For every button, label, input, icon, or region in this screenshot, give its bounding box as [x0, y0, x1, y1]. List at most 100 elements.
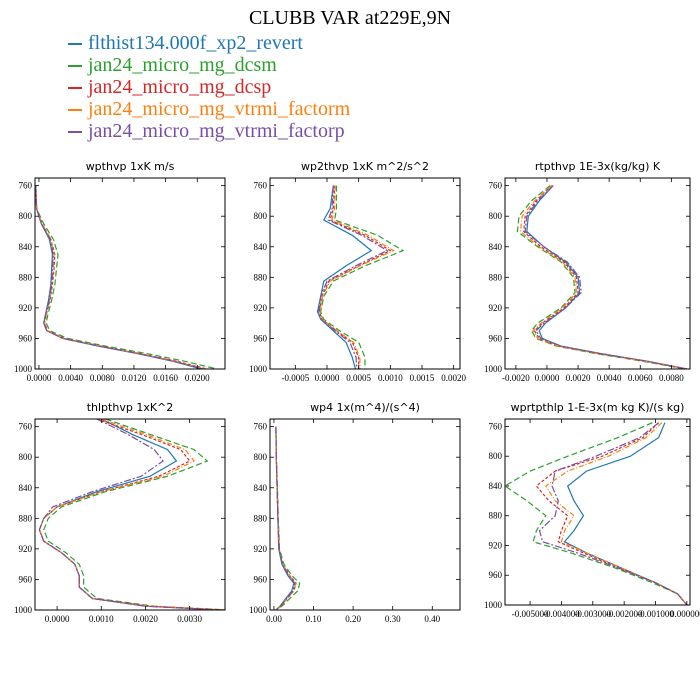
x-tick-label: 0.0030: [177, 614, 202, 624]
plot-frame: [269, 177, 461, 370]
x-tick-label: -0.0020: [502, 373, 530, 383]
series-line: [519, 185, 688, 369]
y-tick-label: 840: [254, 242, 268, 252]
series-line: [35, 185, 206, 369]
y-tick-label: 760: [489, 421, 503, 431]
y-tick-label: 1000: [14, 364, 33, 374]
x-tick-label: 0.0000: [535, 373, 560, 383]
plot-frame: [269, 418, 461, 611]
legend-entry: flthist134.000f_xp2_revert: [66, 32, 350, 54]
panel-title: wpthvp 1xK m/s: [86, 160, 175, 173]
series-line: [275, 426, 296, 610]
x-tick-label: 0.0020: [441, 373, 466, 383]
series-line: [538, 422, 688, 605]
y-tick-label: 960: [19, 574, 33, 584]
plot-frame: [34, 177, 226, 370]
x-tick-label: 0.0000: [315, 373, 340, 383]
legend-swatch: [68, 109, 82, 112]
y-tick-label: 880: [19, 272, 33, 282]
y-tick-label: 920: [489, 540, 503, 550]
legend-swatch: [68, 131, 82, 134]
x-tick-label: 0.0120: [122, 373, 147, 383]
series-line: [38, 419, 221, 610]
legend-swatch: [68, 43, 82, 46]
y-tick-label: 1000: [249, 605, 268, 615]
panel-title: wprtpthlp 1-E-3x(m kg K)/(s kg): [511, 401, 685, 414]
x-tick-label: 0.0000: [27, 373, 52, 383]
series-line: [38, 419, 225, 610]
series-line: [524, 185, 688, 369]
legend-swatch: [68, 87, 82, 90]
y-tick-label: 840: [19, 483, 33, 493]
y-tick-label: 1000: [249, 364, 268, 374]
x-tick-label: 0.0080: [90, 373, 115, 383]
series-line: [35, 185, 207, 369]
y-tick-label: 920: [489, 303, 503, 313]
chart-panel: wprtpthlp 1-E-3x(m kg K)/(s kg) 760 800 840…: [484, 401, 700, 619]
series-line: [38, 419, 221, 610]
series-line: [316, 185, 373, 369]
series-line: [523, 185, 688, 369]
y-tick-label: 960: [254, 333, 268, 343]
y-tick-label: 800: [19, 452, 33, 462]
x-tick-label: 0.10: [306, 614, 322, 624]
x-tick-label: 0.20: [345, 614, 361, 624]
series-line: [35, 185, 202, 369]
y-tick-label: 760: [19, 422, 33, 432]
series-line: [526, 185, 688, 369]
y-tick-label: 840: [254, 483, 268, 493]
legend-label: flthist134.000f_xp2_revert: [88, 32, 303, 54]
y-tick-label: 920: [254, 544, 268, 554]
legend-entry: jan24_micro_mg_vtrmi_factorp: [66, 120, 350, 142]
series-line: [516, 185, 686, 369]
x-tick-label: 0.30: [385, 614, 401, 624]
legend-label: jan24_micro_mg_dcsm: [88, 54, 277, 76]
y-tick-label: 800: [19, 211, 33, 221]
x-tick-label: 0.00: [266, 614, 282, 624]
y-tick-label: 920: [254, 303, 268, 313]
series-line: [38, 419, 225, 610]
x-tick-label: -0.0005: [281, 373, 309, 383]
y-tick-label: 920: [19, 303, 33, 313]
panel-title: wp4 1x(m^4)/(s^4): [310, 401, 420, 414]
legend-entry: jan24_micro_mg_dcsm: [66, 54, 350, 76]
y-tick-label: 840: [489, 242, 503, 252]
y-tick-label: 800: [489, 451, 503, 461]
x-tick-label: -0.003000: [574, 609, 611, 619]
x-tick-label: 0.0000: [45, 614, 70, 624]
plot-frame: [504, 418, 691, 606]
legend-swatch: [68, 65, 82, 68]
x-tick-label: -0.004000: [543, 609, 580, 619]
x-tick-label: 0.0080: [659, 373, 684, 383]
y-tick-label: 960: [489, 570, 503, 580]
y-tick-label: 880: [254, 513, 268, 523]
panel-title: rtpthvp 1E-3x(kg/kg) K: [535, 160, 661, 173]
x-tick-label: 0.000000: [670, 609, 700, 619]
x-tick-label: 0.0005: [346, 373, 371, 383]
chart-panel: rtpthvp 1E-3x(kg/kg) K 760 800 840 880 920 960…: [484, 160, 691, 383]
x-tick-label: 0.0040: [597, 373, 622, 383]
y-tick-label: 960: [254, 574, 268, 584]
series-line: [535, 422, 688, 605]
y-tick-label: 960: [19, 333, 33, 343]
legend-entry: jan24_micro_mg_dcsp: [66, 76, 350, 98]
series-line: [35, 185, 204, 369]
x-tick-label: 0.0200: [185, 373, 210, 383]
x-tick-label: 0.0040: [58, 373, 83, 383]
x-tick-label: 0.40: [424, 614, 440, 624]
y-tick-label: 840: [489, 481, 503, 491]
plot-frame: [504, 177, 691, 370]
x-tick-label: -0.002000: [606, 609, 643, 619]
series-line: [319, 185, 395, 369]
y-tick-label: 880: [254, 272, 268, 282]
y-tick-label: 1000: [14, 605, 33, 615]
x-tick-label: 0.0020: [566, 373, 591, 383]
x-tick-label: 0.0020: [133, 614, 158, 624]
legend: flthist134.000f_xp2_revert jan24_micro_m…: [66, 32, 350, 142]
x-tick-label: 0.0015: [410, 373, 435, 383]
y-tick-label: 840: [19, 242, 33, 252]
chart-panel: thlpthvp 1xK^2 760 800 840 880 920 960 1000 0.00…: [14, 401, 226, 624]
chart-panel: wpthvp 1xK m/s76080084088092096010000.00…: [14, 160, 226, 383]
plot-frame: [34, 418, 226, 611]
